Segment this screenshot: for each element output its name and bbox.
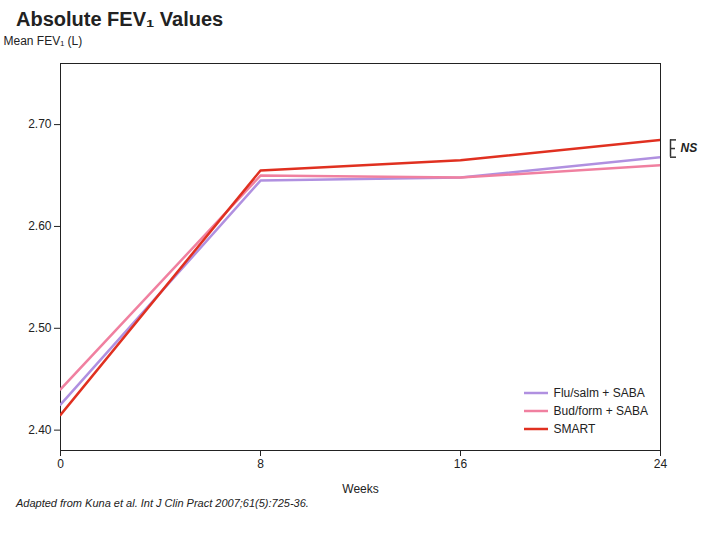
- svg-text:0: 0: [57, 457, 64, 471]
- html-text:Flu/salm + SABA: Flu/salm + SABA: [553, 386, 645, 400]
- svg-text:2.40: 2.40: [28, 423, 52, 437]
- svg-text:2.60: 2.60: [28, 219, 52, 233]
- svg-text:Mean FEV₁ (L): Mean FEV₁ (L): [4, 34, 83, 48]
- html-text:Adapted from Kuna et al. Int J: Adapted from Kuna et al. Int J Clin Prac…: [16, 497, 309, 509]
- svg-text:NS: NS: [681, 141, 698, 155]
- svg-text:8: 8: [257, 457, 264, 471]
- svg-text:24: 24: [654, 457, 668, 471]
- html-text:Absolute FEV₁ Values: Absolute FEV₁ Values: [16, 8, 224, 30]
- svg-text:2.70: 2.70: [28, 117, 52, 131]
- svg-text:16: 16: [454, 457, 468, 471]
- html-text:SMART: SMART: [553, 422, 596, 436]
- svg-text:2.50: 2.50: [28, 321, 52, 335]
- html-text:Bud/form + SABA: Bud/form + SABA: [553, 404, 648, 418]
- svg-text:Weeks: Weeks: [342, 482, 378, 496]
